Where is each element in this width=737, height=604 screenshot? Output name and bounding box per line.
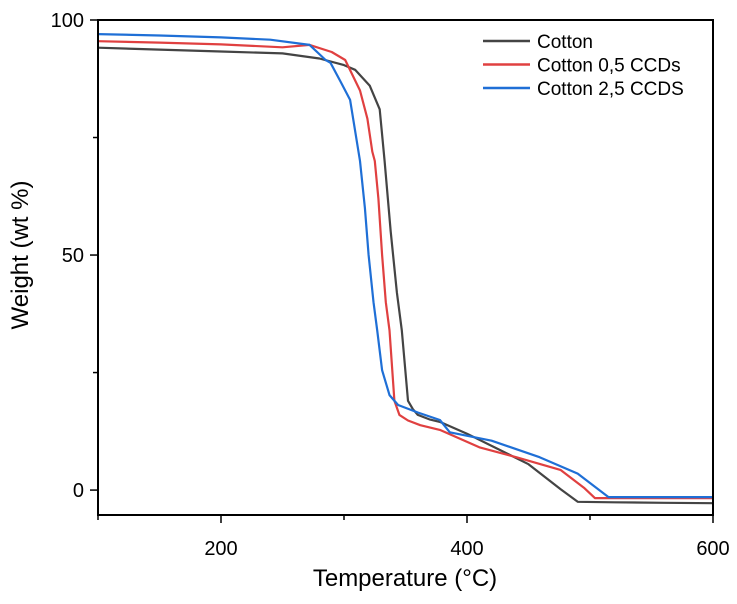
ticks-layer: 200 400 600 0 50 100 [51,10,730,560]
series-layer [97,33,714,505]
plot-frame [97,19,714,516]
legend-label-1: Cotton 0,5 CCDs [537,56,681,77]
legend-label-0: Cotton [537,32,593,53]
x-axis-title: Temperature (°C) [313,565,497,592]
series-line-2 [97,33,713,499]
y-tick-label: 0 [73,480,84,502]
x-tick-label: 200 [204,538,237,560]
series-line-0 [97,46,714,505]
y-tick-label: 100 [51,10,84,32]
series-line-1 [97,40,713,500]
y-tick-label: 50 [62,245,84,267]
x-tick-label: 600 [696,538,729,560]
x-tick-label: 400 [450,538,483,560]
legend-label-2: Cotton 2,5 CCDS [537,79,684,100]
y-axis-title: Weight (wt %) [7,181,34,330]
